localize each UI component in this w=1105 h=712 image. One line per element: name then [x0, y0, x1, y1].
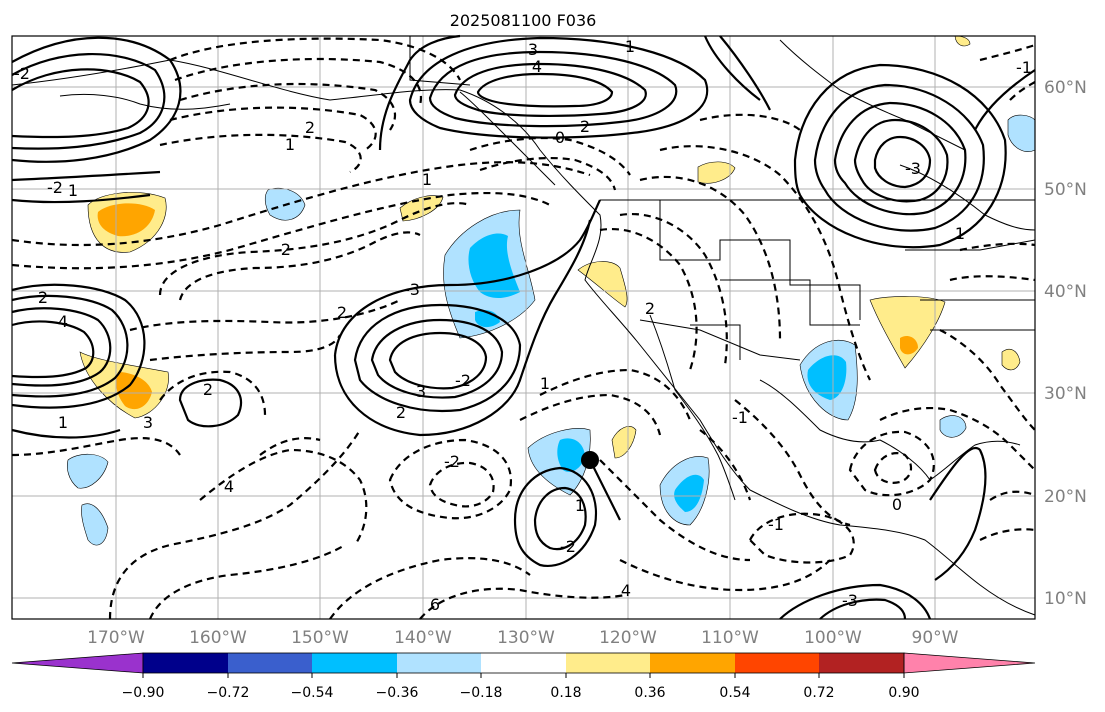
contour-label: 3: [528, 40, 538, 59]
colorbar-tick-label: −0.36: [376, 685, 419, 701]
lon-tick-label: 160°W: [189, 628, 247, 648]
colorbar-tick-label: −0.18: [460, 685, 503, 701]
lat-tick-label: 20°N: [1044, 487, 1087, 507]
lon-tick-label: 130°W: [497, 628, 555, 648]
contour-label: 6: [430, 595, 440, 614]
colorbar-extend-high: [903, 652, 1036, 674]
contour-label: -2: [47, 178, 63, 197]
colorbar-segment: [228, 653, 312, 673]
contour-label: -2: [455, 371, 471, 390]
colorbar-tick-label: −0.54: [291, 685, 334, 701]
location-dot: [581, 451, 599, 469]
colorbar: −0.90 −0.72 −0.54 −0.36 −0.18 0.18 0.36 …: [11, 652, 1036, 701]
contour-label: 2: [203, 380, 213, 399]
contour-label: 2: [337, 303, 347, 322]
map-frame: [11, 35, 1036, 620]
positive-contours: [11, 34, 1036, 620]
colorbar-segment: [312, 653, 397, 673]
contour-label: -2: [14, 64, 30, 83]
contour-label: 1: [422, 170, 432, 189]
lon-tick-label: 150°W: [291, 628, 349, 648]
latitude-ticks: 60°N 50°N 40°N 30°N 20°N 10°N: [1044, 78, 1087, 609]
lon-tick-label: 90°W: [912, 628, 959, 648]
contour-label: 1: [955, 224, 965, 243]
colorbar-tick-label: 0.72: [803, 685, 834, 701]
colorbar-segment: [566, 653, 650, 673]
colorbar-tick-label: −0.90: [122, 685, 165, 701]
colorbar-extend-low: [11, 652, 144, 674]
colorbar-segment: [735, 653, 819, 673]
contour-label: -3: [842, 591, 858, 610]
contour-label: -3: [404, 280, 420, 299]
lon-tick-label: 110°W: [701, 628, 759, 648]
lat-tick-label: 60°N: [1044, 78, 1087, 98]
contour-label: 4: [621, 581, 631, 600]
colorbar-segment: [650, 653, 735, 673]
coastlines: [11, 36, 1036, 616]
colorbar-segment: [819, 653, 904, 673]
lat-tick-label: 30°N: [1044, 384, 1087, 404]
contour-label: 4: [58, 312, 68, 331]
contour-label: 1: [625, 37, 635, 56]
negative-contours: [11, 37, 1036, 620]
contour-label: 3: [143, 413, 153, 432]
contour-label: 1: [68, 181, 78, 200]
contour-label: 2: [305, 118, 315, 137]
colorbar-segment: [481, 653, 566, 673]
figure-title: 2025081100 F036: [450, 11, 597, 30]
contour-label: -2: [444, 452, 460, 471]
colorbar-tick-label: −0.72: [207, 685, 250, 701]
contour-label: -1: [768, 515, 784, 534]
positive-anomaly-shading: [79, 35, 1021, 459]
contour-label: -1: [1016, 58, 1032, 77]
contour-label: 1: [285, 135, 295, 154]
contour-label: -3: [905, 159, 921, 178]
contour-label: -2: [560, 537, 576, 556]
lon-tick-label: 170°W: [87, 628, 145, 648]
contour-label: 1: [575, 496, 585, 515]
colorbar-tick-label: 0.54: [719, 685, 750, 701]
colorbar-tick-label: 0.36: [634, 685, 665, 701]
contour-label: 2: [580, 117, 590, 136]
colorbar-segment: [143, 653, 228, 673]
contour-label: 2: [396, 403, 406, 422]
contour-label: 3: [416, 382, 426, 401]
contour-label: 1: [540, 374, 550, 393]
lon-tick-label: 100°W: [804, 628, 862, 648]
lon-tick-label: 120°W: [599, 628, 657, 648]
contour-label: 4: [224, 477, 234, 496]
lat-tick-label: 10°N: [1044, 589, 1087, 609]
contour-label: 0: [555, 128, 565, 147]
graticule: [12, 36, 1035, 619]
colorbar-tick-label: 0.90: [888, 685, 919, 701]
contour-label: 2: [38, 288, 48, 307]
longitude-ticks: 170°W 160°W 150°W 140°W 130°W 120°W 110°…: [87, 628, 959, 648]
contour-label: 1: [58, 413, 68, 432]
map-panel: 3 4 1 2 0 1 2 1 -2 -3 2 3 4 2 -2 -2 2 1 …: [11, 34, 1036, 620]
lat-tick-label: 40°N: [1044, 282, 1087, 302]
colorbar-ticks: [142, 673, 905, 678]
contour-label: -1: [732, 408, 748, 427]
colorbar-tick-label: 0.18: [550, 685, 581, 701]
contour-label: 0: [892, 495, 902, 514]
contour-label-group: 3 4 1 2 0 1 2 1 -2 -3 2 3 4 2 -2 -2 2 1 …: [14, 37, 1032, 614]
colorbar-segment: [397, 653, 481, 673]
lon-tick-label: 140°W: [394, 628, 452, 648]
contour-label: 4: [532, 57, 542, 76]
lat-tick-label: 50°N: [1044, 180, 1087, 200]
contour-label: -2: [275, 240, 291, 259]
contour-label: 2: [645, 299, 655, 318]
